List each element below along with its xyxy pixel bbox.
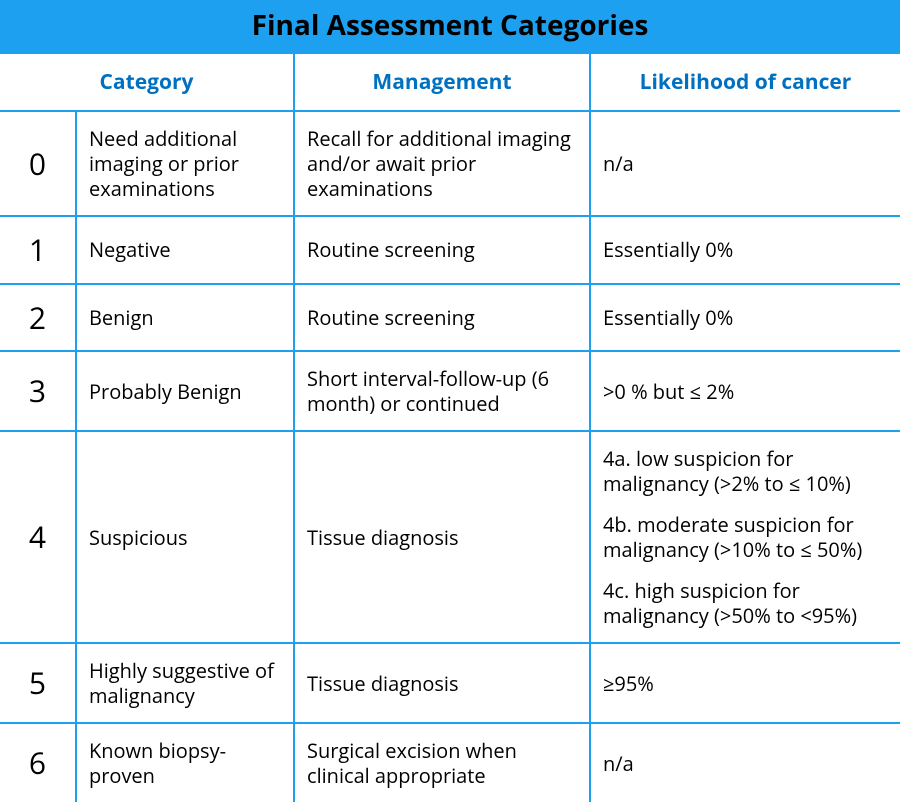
category-number: 6 [0,723,76,802]
header-row: Category Management Likelihood of cancer [0,53,900,111]
management-cell: Short interval-follow-up (6 month) or co… [294,351,590,431]
management-cell: Surgical excision when clinical appropri… [294,723,590,802]
table-row: 3Probably BenignShort interval-follow-up… [0,351,900,431]
category-number: 2 [0,284,76,352]
likelihood-cell: n/a [590,723,900,802]
category-cell: Highly suggestive of malignancy [76,643,294,723]
category-cell: Benign [76,284,294,352]
category-number: 4 [0,431,76,643]
management-cell: Recall for additional imaging and/or awa… [294,111,590,216]
management-cell: Tissue diagnosis [294,431,590,643]
likelihood-cell: >0 % but ≤ 2% [590,351,900,431]
likelihood-cell: Essentially 0% [590,284,900,352]
category-number: 5 [0,643,76,723]
likelihood-cell: n/a [590,111,900,216]
category-number: 0 [0,111,76,216]
header-likelihood: Likelihood of cancer [590,53,900,111]
table-row: 1NegativeRoutine screeningEssentially 0% [0,216,900,284]
likelihood-subitem: 4a. low suspicion for malignancy (>2% to… [603,446,888,496]
likelihood-cell: ≥95% [590,643,900,723]
category-cell: Known biopsy-proven [76,723,294,802]
table-row: 4SuspiciousTissue diagnosis 4a. low suspi… [0,431,900,643]
header-management: Management [294,53,590,111]
table-row: 5Highly suggestive of malignancyTissue d… [0,643,900,723]
assessment-table-container: Final Assessment Categories Category Man… [0,0,900,802]
category-cell: Need additional imaging or prior examina… [76,111,294,216]
header-category: Category [0,53,294,111]
likelihood-cell: Essentially 0% [590,216,900,284]
management-cell: Routine screening [294,284,590,352]
category-cell: Probably Benign [76,351,294,431]
likelihood-subitem: 4b. moderate suspicion for malignancy (>… [603,512,888,562]
table-row: 0Need additional imaging or prior examin… [0,111,900,216]
management-cell: Routine screening [294,216,590,284]
assessment-table: Category Management Likelihood of cancer… [0,52,900,802]
category-number: 3 [0,351,76,431]
category-number: 1 [0,216,76,284]
table-row: 6Known biopsy-provenSurgical excision wh… [0,723,900,802]
category-cell: Suspicious [76,431,294,643]
management-cell: Tissue diagnosis [294,643,590,723]
table-title: Final Assessment Categories [0,0,900,52]
likelihood-cell: 4a. low suspicion for malignancy (>2% to… [590,431,900,643]
likelihood-subitem: 4c. high suspicion for malignancy (>50% … [603,578,888,628]
table-row: 2BenignRoutine screeningEssentially 0% [0,284,900,352]
category-cell: Negative [76,216,294,284]
